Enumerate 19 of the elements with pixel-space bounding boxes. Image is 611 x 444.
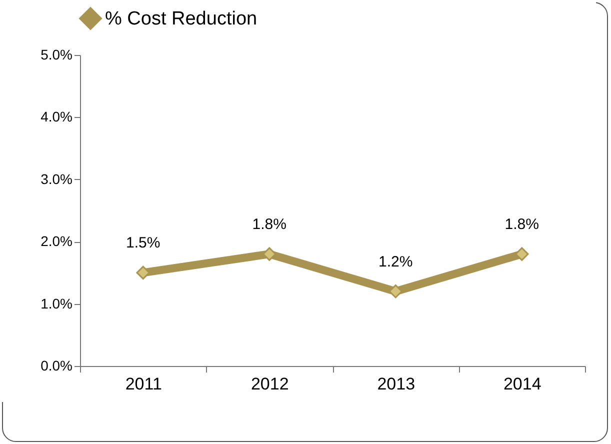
x-tick-label: 2012 [250, 374, 289, 394]
y-tick-label: 2.0% [40, 233, 72, 250]
point [515, 247, 529, 261]
data-label: 1.8% [252, 216, 286, 234]
y-tick-label: 4.0% [40, 108, 72, 125]
x-tick-label: 2014 [503, 374, 542, 394]
y-tick-label: 5.0% [40, 46, 72, 62]
x-tick-label: 2013 [377, 374, 416, 394]
legend-label: % Cost Reduction [105, 8, 258, 30]
data-label: 1.8% [504, 216, 539, 234]
point [388, 284, 402, 298]
y-tick-label: 0.0% [40, 358, 72, 374]
y-tick-label: 1.0% [40, 295, 72, 312]
x-tick-label: 2011 [125, 374, 162, 394]
y-tick-label: 3.0% [40, 170, 72, 187]
data-label: 1.5% [126, 234, 160, 252]
point [262, 247, 276, 261]
point [136, 266, 150, 280]
data-label: 1.2% [378, 253, 413, 270]
